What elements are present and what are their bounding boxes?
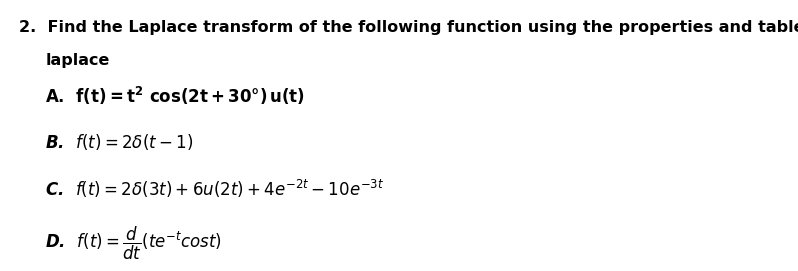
Text: C.  $f(t) = 2\delta(3t) + 6u(2t) + 4e^{-2t} - 10e^{-3t}$: C. $f(t) = 2\delta(3t) + 6u(2t) + 4e^{-2… [45,178,385,201]
Text: A.  $\mathregular{f(t)=t^2}$ $\mathregular{cos(2t + 30°)\, u(t)}$: A. $\mathregular{f(t)=t^2}$ $\mathregula… [45,85,306,107]
Text: 2.  Find the Laplace transform of the following function using the properties an: 2. Find the Laplace transform of the fol… [19,20,798,35]
Text: laplace: laplace [45,53,109,69]
Text: B.  $f(t) = 2\delta(t - 1)$: B. $f(t) = 2\delta(t - 1)$ [45,131,193,151]
Text: D.  $f(t) = \dfrac{d}{dt}(te^{-t}cost)$: D. $f(t) = \dfrac{d}{dt}(te^{-t}cost)$ [45,225,223,262]
